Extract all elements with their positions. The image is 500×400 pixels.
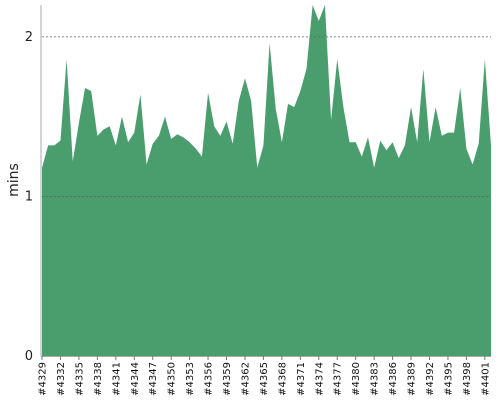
x-tick-label: #4374 — [314, 362, 325, 396]
y-tick-label: 0 — [25, 349, 33, 364]
y-tick-label: 1 — [25, 189, 33, 204]
x-tick-label: #4359 — [222, 362, 233, 396]
x-tick-label: #4401 — [480, 362, 491, 396]
y-axis-label: mins — [6, 163, 22, 197]
x-tick-label: #4356 — [204, 362, 215, 396]
x-tick-label: #4371 — [296, 362, 307, 396]
x-tick-label: #4395 — [443, 362, 454, 396]
x-tick-label: #4383 — [370, 362, 381, 396]
y-tick-labels: 0 1 2 — [25, 30, 33, 364]
x-tick-label: #4365 — [259, 362, 270, 396]
x-tick-label: #4398 — [462, 362, 473, 396]
y-tick-label: 2 — [25, 30, 33, 45]
x-tick-label: #4350 — [167, 362, 178, 396]
x-tick-labels: #4329 #4332 #4335 #4338 #4341 #4344 #4347 #4350… — [38, 362, 492, 396]
x-tick-label: #4335 — [74, 362, 85, 396]
x-tick-label: #4368 — [277, 362, 288, 396]
x-tick-label: #4344 — [130, 362, 141, 396]
x-tick-label: #4338 — [93, 362, 104, 396]
x-tick-label: #4377 — [333, 362, 344, 396]
x-tick-label: #4341 — [111, 362, 122, 396]
x-tick-label: #4386 — [388, 362, 399, 396]
x-tick-label: #4353 — [185, 362, 196, 396]
area-series — [42, 5, 491, 356]
axes — [40, 5, 491, 360]
x-tick-label: #4380 — [351, 362, 362, 396]
x-tick-label: #4329 — [38, 362, 49, 396]
x-tick-label: #4392 — [425, 362, 436, 396]
x-tick-label: #4362 — [240, 362, 251, 396]
x-tick-label: #4332 — [56, 362, 67, 396]
x-tick-label: #4389 — [407, 362, 418, 396]
x-tick-label: #4347 — [148, 362, 159, 396]
